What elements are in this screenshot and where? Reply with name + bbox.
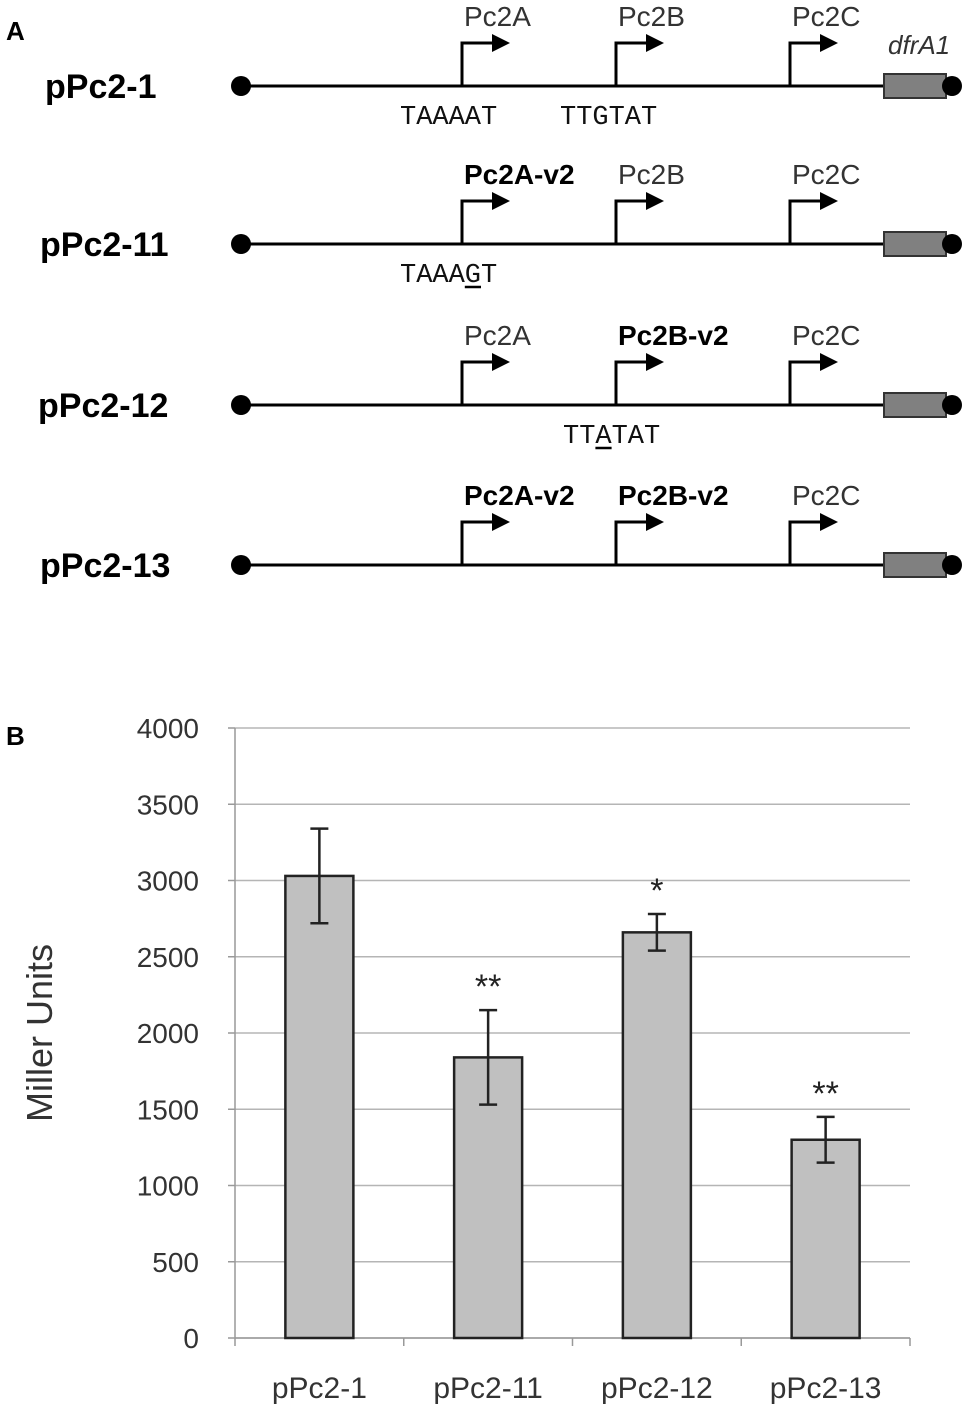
promoter-label: Pc2A-v2 bbox=[464, 480, 575, 511]
y-tick-label: 0 bbox=[183, 1323, 199, 1354]
promoter-label: Pc2C bbox=[792, 480, 860, 511]
promoter-arrow bbox=[460, 199, 496, 244]
y-tick-label: 3500 bbox=[137, 789, 199, 820]
promoter-arrow bbox=[788, 41, 824, 86]
significance-mark: * bbox=[650, 872, 663, 910]
dfrA1-gene-box bbox=[883, 552, 947, 578]
construct-name: pPc2-1 bbox=[45, 68, 157, 106]
end-dot bbox=[942, 234, 962, 254]
promoter-arrow bbox=[614, 360, 650, 405]
promoter-arrowhead bbox=[820, 353, 838, 371]
promoter-arrowhead bbox=[646, 353, 664, 371]
construct-diagram: pPc2-1 Pc2A Pc2B Pc2C TAAAAT TTGTAT pPc2-11 Pc2… bbox=[38, 1, 962, 585]
promoter-label: Pc2B-v2 bbox=[618, 320, 729, 351]
promoter-arrow bbox=[788, 199, 824, 244]
promoter-sequence: TAAAGT bbox=[400, 261, 497, 291]
x-tick-labels: pPc2-1 pPc2-11 pPc2-12 pPc2-13 bbox=[272, 1372, 882, 1405]
promoter-label: Pc2A bbox=[464, 320, 531, 351]
promoter-sequence: TTGTAT bbox=[560, 103, 657, 133]
error-bars bbox=[310, 827, 835, 1164]
construct-name: pPc2-13 bbox=[40, 547, 170, 585]
promoter-arrowhead bbox=[820, 192, 838, 210]
promoter-label: Pc2C bbox=[792, 320, 860, 351]
dfrA1-gene-box bbox=[883, 392, 947, 418]
x-tick-label: pPc2-12 bbox=[601, 1372, 713, 1405]
panel-b-label: B bbox=[6, 721, 25, 751]
end-dot bbox=[942, 555, 962, 575]
promoter-arrowhead bbox=[646, 513, 664, 531]
x-tick-label: pPc2-13 bbox=[770, 1372, 882, 1405]
promoter-arrow bbox=[460, 520, 496, 565]
promoter-arrow bbox=[788, 520, 824, 565]
end-dot bbox=[942, 395, 962, 415]
promoter-arrow bbox=[614, 199, 650, 244]
promoter-arrow bbox=[614, 41, 650, 86]
promoter-arrowhead bbox=[492, 34, 510, 52]
bar bbox=[790, 1138, 861, 1340]
y-tick-label: 2000 bbox=[137, 1018, 199, 1049]
promoter-label: Pc2C bbox=[792, 1, 860, 32]
promoter-arrowhead bbox=[492, 513, 510, 531]
y-axis-title: Miller Units bbox=[19, 944, 60, 1122]
y-tick-label: 500 bbox=[152, 1247, 199, 1278]
promoter-label: Pc2A bbox=[464, 1, 531, 32]
y-tick-labels: 0 500 1000 1500 2000 2500 3000 3500 4000 bbox=[137, 713, 199, 1354]
promoter-arrow bbox=[460, 41, 496, 86]
bars bbox=[284, 874, 861, 1340]
bar bbox=[284, 874, 355, 1340]
y-tick-label: 1500 bbox=[137, 1094, 199, 1125]
promoter-sequence: TAAAAT bbox=[400, 103, 497, 133]
promoter-sequence: TTATAT bbox=[563, 422, 660, 452]
dfrA1-gene-box bbox=[883, 73, 947, 99]
significance-mark: ** bbox=[475, 968, 501, 1006]
construct-name: pPc2-12 bbox=[38, 387, 168, 425]
gene-label: dfrA1 bbox=[888, 30, 950, 60]
y-tick-label: 1000 bbox=[137, 1171, 199, 1202]
promoter-label: Pc2B bbox=[618, 159, 685, 190]
bar bbox=[621, 931, 693, 1340]
construct-name: pPc2-11 bbox=[40, 226, 169, 264]
promoter-label: Pc2B-v2 bbox=[618, 480, 729, 511]
promoter-arrowhead bbox=[492, 192, 510, 210]
y-tick-label: 2500 bbox=[137, 942, 199, 973]
promoter-label: Pc2A-v2 bbox=[464, 159, 575, 190]
dfrA1-gene-box bbox=[883, 231, 947, 257]
promoter-arrowhead bbox=[820, 513, 838, 531]
significance-mark: ** bbox=[812, 1075, 838, 1113]
promoter-arrow bbox=[460, 360, 496, 405]
promoter-arrowhead bbox=[646, 192, 664, 210]
promoter-arrowhead bbox=[646, 34, 664, 52]
significance-marks: ***** bbox=[475, 872, 839, 1113]
panel-a-label: A bbox=[6, 16, 25, 46]
promoter-arrow bbox=[788, 360, 824, 405]
promoter-label: Pc2B bbox=[618, 1, 685, 32]
y-tick-label: 3000 bbox=[137, 866, 199, 897]
end-dot bbox=[942, 76, 962, 96]
x-tick-label: pPc2-11 bbox=[433, 1372, 543, 1405]
promoter-arrow bbox=[614, 520, 650, 565]
promoter-arrowhead bbox=[492, 353, 510, 371]
promoter-arrowhead bbox=[820, 34, 838, 52]
promoter-label: Pc2C bbox=[792, 159, 860, 190]
y-tick-label: 4000 bbox=[137, 713, 199, 744]
x-tick-label: pPc2-1 bbox=[272, 1372, 367, 1405]
